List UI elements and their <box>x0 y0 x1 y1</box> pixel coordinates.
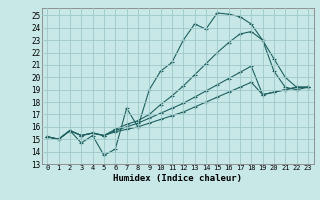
X-axis label: Humidex (Indice chaleur): Humidex (Indice chaleur) <box>113 174 242 183</box>
